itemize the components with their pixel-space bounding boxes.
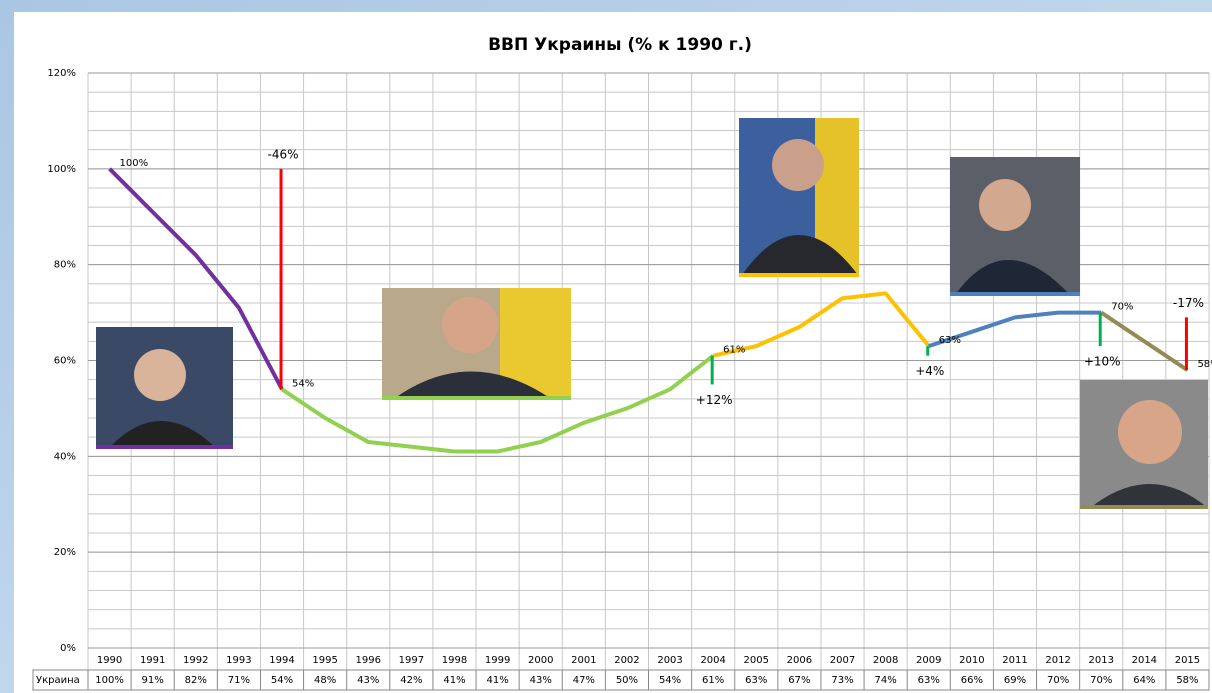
y-tick-label: 20%: [54, 547, 76, 558]
table-value: 63%: [918, 675, 940, 686]
x-tick-label: 2013: [1088, 655, 1113, 666]
y-tick-label: 40%: [54, 451, 76, 462]
table-value: 47%: [573, 675, 595, 686]
x-tick-label: 1995: [312, 655, 337, 666]
table-value: 43%: [530, 675, 552, 686]
x-tick-label: 2002: [614, 655, 639, 666]
y-tick-label: 120%: [47, 68, 76, 79]
change-label: +4%: [915, 364, 944, 378]
x-tick-label: 2006: [787, 655, 812, 666]
change-label: +12%: [696, 393, 733, 407]
chart-title: ВВП Украины (% к 1990 г.): [488, 35, 752, 55]
table-value: 69%: [1004, 675, 1026, 686]
table-value: 54%: [659, 675, 681, 686]
x-tick-label: 2010: [959, 655, 984, 666]
x-tick-label: 1997: [399, 655, 424, 666]
x-tick-label: 1993: [226, 655, 251, 666]
table-value: 42%: [400, 675, 422, 686]
x-tick-label: 1996: [356, 655, 381, 666]
point-label: 61%: [723, 345, 745, 356]
y-tick-label: 100%: [47, 164, 76, 175]
table-value: 43%: [357, 675, 379, 686]
change-label: -46%: [268, 147, 299, 161]
x-tick-label: 1998: [442, 655, 467, 666]
table-value: 41%: [486, 675, 508, 686]
x-tick-label: 2014: [1132, 655, 1157, 666]
point-label: 63%: [939, 335, 961, 346]
table-value: 100%: [95, 675, 124, 686]
x-tick-label: 2012: [1045, 655, 1070, 666]
chart: ВВП Украины (% к 1990 г.) 0% 20% 40% 60% 80%…: [0, 0, 1212, 693]
table-value: 54%: [271, 675, 293, 686]
change-label: +10%: [1084, 355, 1121, 369]
x-tick-label: 2004: [700, 655, 725, 666]
table-value: 71%: [228, 675, 250, 686]
table-value: 48%: [314, 675, 336, 686]
table-value: 70%: [1090, 675, 1112, 686]
x-tick-label: 2007: [830, 655, 855, 666]
table-value: 58%: [1176, 675, 1198, 686]
table-value: 91%: [142, 675, 164, 686]
table-value: 64%: [1133, 675, 1155, 686]
table-value: 41%: [443, 675, 465, 686]
x-tick-label: 1992: [183, 655, 208, 666]
table-value: 70%: [1047, 675, 1069, 686]
x-tick-label: 2008: [873, 655, 898, 666]
x-tick-label: 2015: [1175, 655, 1200, 666]
point-label: 54%: [292, 378, 314, 389]
x-tick-label: 2000: [528, 655, 553, 666]
photo: [739, 118, 859, 277]
table-value: 50%: [616, 675, 638, 686]
x-tick-label: 2003: [657, 655, 682, 666]
table-value: 74%: [875, 675, 897, 686]
x-tick-label: 1991: [140, 655, 165, 666]
table-row-label: Украина: [36, 675, 80, 686]
x-tick-label: 1994: [269, 655, 294, 666]
x-tick-label: 1990: [97, 655, 122, 666]
table-value: 73%: [831, 675, 853, 686]
table-value: 67%: [788, 675, 810, 686]
table-value: 63%: [745, 675, 767, 686]
x-tick-label: 2005: [744, 655, 769, 666]
x-tick-label: 1999: [485, 655, 510, 666]
page: ВВП Украины (% к 1990 г.) 0% 20% 40% 60% 80%…: [0, 0, 1212, 693]
table-value: 82%: [185, 675, 207, 686]
photo: [382, 288, 571, 400]
x-tick-label: 2011: [1002, 655, 1027, 666]
photo: [1080, 380, 1208, 509]
point-label: 70%: [1111, 302, 1133, 313]
x-tick-label: 2001: [571, 655, 596, 666]
photo: [950, 157, 1080, 296]
y-tick-label: 80%: [54, 260, 76, 271]
point-label: 100%: [120, 158, 149, 169]
y-tick-label: 60%: [54, 356, 76, 367]
point-label: 58%: [1197, 359, 1212, 370]
x-tick-label: 2009: [916, 655, 941, 666]
y-tick-label: 0%: [60, 643, 76, 654]
photo: [96, 327, 233, 449]
table-value: 61%: [702, 675, 724, 686]
table-value: 66%: [961, 675, 983, 686]
change-label: -17%: [1173, 296, 1204, 310]
